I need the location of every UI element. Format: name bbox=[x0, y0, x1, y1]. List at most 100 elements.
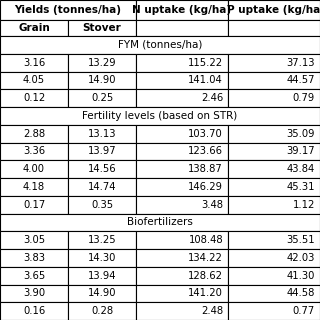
Text: 128.62: 128.62 bbox=[188, 271, 223, 281]
Text: 0.12: 0.12 bbox=[23, 93, 45, 103]
Bar bbox=[68, 249, 136, 267]
Text: 108.48: 108.48 bbox=[188, 235, 223, 245]
Bar bbox=[68, 284, 136, 302]
Text: 115.22: 115.22 bbox=[188, 58, 223, 68]
Text: 4.05: 4.05 bbox=[23, 76, 45, 85]
Text: 13.94: 13.94 bbox=[88, 271, 116, 281]
Text: Stover: Stover bbox=[83, 23, 121, 33]
Bar bbox=[228, 142, 320, 160]
Text: 3.65: 3.65 bbox=[23, 271, 45, 281]
Text: 0.35: 0.35 bbox=[91, 200, 113, 210]
Text: 44.58: 44.58 bbox=[287, 288, 315, 298]
Text: 3.90: 3.90 bbox=[23, 288, 45, 298]
Text: 2.88: 2.88 bbox=[23, 129, 45, 139]
Text: 146.29: 146.29 bbox=[188, 182, 223, 192]
Text: 35.51: 35.51 bbox=[286, 235, 315, 245]
Text: 1.12: 1.12 bbox=[292, 200, 315, 210]
Text: 13.29: 13.29 bbox=[88, 58, 116, 68]
Bar bbox=[136, 249, 228, 267]
Bar bbox=[228, 20, 320, 36]
Bar bbox=[0, 54, 68, 71]
Text: 35.09: 35.09 bbox=[286, 129, 315, 139]
Text: 43.84: 43.84 bbox=[287, 164, 315, 174]
Text: 141.04: 141.04 bbox=[188, 76, 223, 85]
Bar bbox=[136, 284, 228, 302]
Bar bbox=[136, 178, 228, 196]
Bar bbox=[228, 125, 320, 142]
Text: 0.28: 0.28 bbox=[91, 306, 113, 316]
Bar bbox=[0, 249, 68, 267]
Text: 14.74: 14.74 bbox=[88, 182, 116, 192]
Bar bbox=[136, 54, 228, 71]
Bar bbox=[136, 231, 228, 249]
Text: 0.79: 0.79 bbox=[293, 93, 315, 103]
Text: 3.05: 3.05 bbox=[23, 235, 45, 245]
Bar bbox=[68, 71, 136, 89]
Text: 4.18: 4.18 bbox=[23, 182, 45, 192]
Bar bbox=[68, 178, 136, 196]
Bar bbox=[68, 89, 136, 107]
Text: 3.36: 3.36 bbox=[23, 146, 45, 156]
Bar bbox=[0, 160, 68, 178]
Bar bbox=[228, 89, 320, 107]
Text: 45.31: 45.31 bbox=[286, 182, 315, 192]
Text: 44.57: 44.57 bbox=[286, 76, 315, 85]
Text: Biofertilizers: Biofertilizers bbox=[127, 217, 193, 228]
Text: 3.48: 3.48 bbox=[201, 200, 223, 210]
Bar bbox=[136, 71, 228, 89]
Text: 39.17: 39.17 bbox=[286, 146, 315, 156]
Bar bbox=[136, 142, 228, 160]
Bar bbox=[136, 160, 228, 178]
Bar bbox=[228, 249, 320, 267]
Bar bbox=[228, 196, 320, 213]
Bar bbox=[0, 89, 68, 107]
Text: 3.83: 3.83 bbox=[23, 253, 45, 263]
Bar bbox=[136, 267, 228, 284]
Text: N uptake (kg/ha): N uptake (kg/ha) bbox=[132, 5, 232, 15]
Text: 41.30: 41.30 bbox=[287, 271, 315, 281]
Text: 0.77: 0.77 bbox=[293, 306, 315, 316]
Bar bbox=[228, 284, 320, 302]
Text: 4.00: 4.00 bbox=[23, 164, 45, 174]
Text: 103.70: 103.70 bbox=[188, 129, 223, 139]
Bar bbox=[0, 0, 136, 20]
Text: 2.48: 2.48 bbox=[201, 306, 223, 316]
Bar bbox=[0, 302, 68, 320]
Bar bbox=[136, 89, 228, 107]
Text: 42.03: 42.03 bbox=[287, 253, 315, 263]
Bar bbox=[0, 196, 68, 213]
Text: FYM (tonnes/ha): FYM (tonnes/ha) bbox=[118, 40, 202, 50]
Bar bbox=[0, 178, 68, 196]
Text: 0.17: 0.17 bbox=[23, 200, 45, 210]
Bar bbox=[68, 54, 136, 71]
Text: 0.16: 0.16 bbox=[23, 306, 45, 316]
Bar bbox=[136, 125, 228, 142]
Bar bbox=[68, 231, 136, 249]
Bar bbox=[228, 302, 320, 320]
Text: 14.30: 14.30 bbox=[88, 253, 116, 263]
Text: 2.46: 2.46 bbox=[201, 93, 223, 103]
Text: P uptake (kg/ha: P uptake (kg/ha bbox=[228, 5, 320, 15]
Text: 141.20: 141.20 bbox=[188, 288, 223, 298]
Text: 14.90: 14.90 bbox=[88, 76, 116, 85]
Bar bbox=[68, 125, 136, 142]
Text: 3.16: 3.16 bbox=[23, 58, 45, 68]
Text: 134.22: 134.22 bbox=[188, 253, 223, 263]
Bar bbox=[136, 20, 228, 36]
Bar bbox=[228, 160, 320, 178]
Text: 13.13: 13.13 bbox=[88, 129, 116, 139]
Bar bbox=[228, 71, 320, 89]
Bar bbox=[228, 178, 320, 196]
Bar bbox=[228, 267, 320, 284]
Bar bbox=[228, 0, 320, 20]
Bar bbox=[0, 231, 68, 249]
Text: 14.90: 14.90 bbox=[88, 288, 116, 298]
Bar bbox=[0, 213, 320, 231]
Bar bbox=[0, 267, 68, 284]
Bar bbox=[0, 142, 68, 160]
Bar bbox=[136, 196, 228, 213]
Bar bbox=[68, 142, 136, 160]
Bar bbox=[68, 267, 136, 284]
Text: 138.87: 138.87 bbox=[188, 164, 223, 174]
Bar bbox=[228, 54, 320, 71]
